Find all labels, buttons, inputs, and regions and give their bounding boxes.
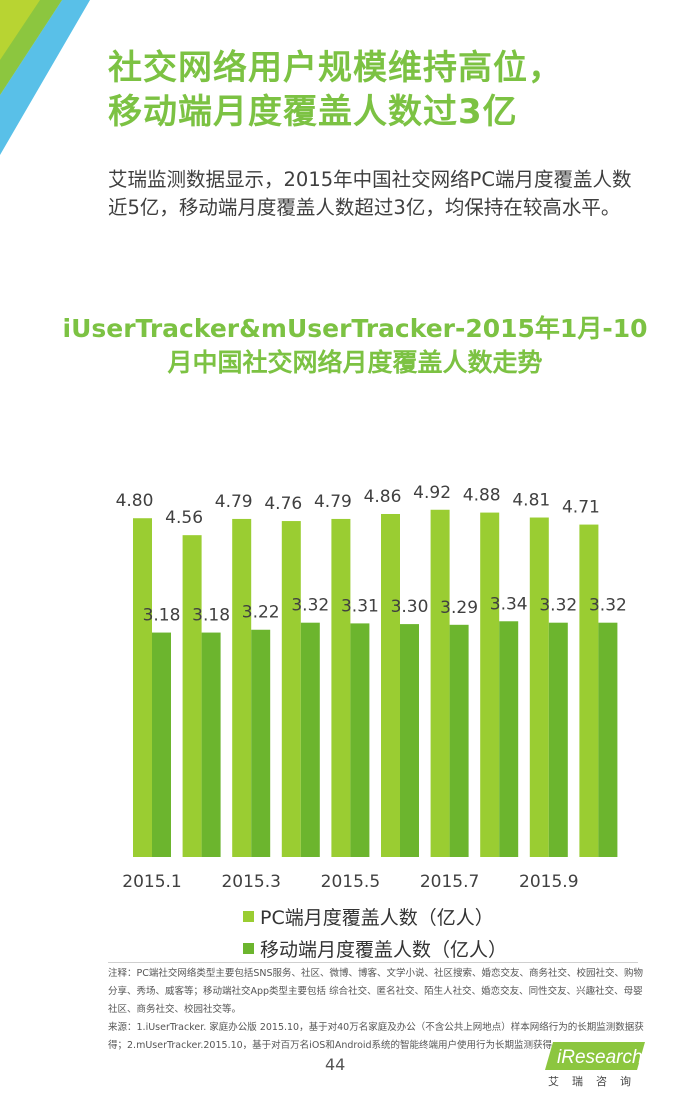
x-tick-label-2015.7: 2015.7 bbox=[420, 872, 479, 892]
pc-bar-2015.4 bbox=[281, 521, 301, 857]
pc-value-label-2015.7: 4.92 bbox=[413, 483, 451, 503]
pc-bar-2015.1 bbox=[133, 518, 152, 857]
mobile-bar-2015.5 bbox=[350, 623, 370, 857]
mobile-bar-2015.7 bbox=[449, 624, 469, 857]
pc-bar-2015.2 bbox=[182, 535, 202, 857]
mobile-value-label-2015.6: 3.30 bbox=[391, 597, 429, 617]
page-headline: 社交网络用户规模维持高位， 移动端月度覆盖人数过3亿 bbox=[108, 46, 563, 134]
mobile-bar-2015.4 bbox=[300, 622, 320, 857]
corner-decoration bbox=[0, 0, 90, 155]
intro-text: 艾瑞监测数据显示，2015年中国社交网络PC端月度覆盖人数近5亿，移动端月度覆盖… bbox=[108, 168, 632, 219]
mobile-value-label-2015.2: 3.18 bbox=[192, 606, 230, 626]
legend-label-mobile: 移动端月度覆盖人数（亿人） bbox=[260, 938, 508, 961]
footnote-note: 注释：PC端社交网络类型主要包括SNS服务、社区、微博、博客、文学小说、社区搜索… bbox=[108, 968, 644, 1015]
pc-bar-2015.7 bbox=[430, 509, 450, 857]
footnote-divider bbox=[108, 962, 638, 963]
legend-swatch-mobile bbox=[243, 942, 254, 954]
logo-subtitle: 艾瑞咨询 bbox=[548, 1075, 644, 1088]
x-tick-label-2015.1: 2015.1 bbox=[122, 872, 181, 892]
mobile-value-label-2015.10: 3.32 bbox=[589, 596, 627, 616]
mobile-value-label-2015.8: 3.34 bbox=[490, 594, 528, 614]
pc-value-label-2015.5: 4.79 bbox=[314, 492, 352, 512]
pc-value-label-2015.9: 4.81 bbox=[512, 491, 550, 511]
x-tick-label-2015.5: 2015.5 bbox=[321, 872, 380, 892]
footnote: 注释：PC端社交网络类型主要包括SNS服务、社区、微博、博客、文学小说、社区搜索… bbox=[108, 965, 648, 1055]
x-tick-label-2015.9: 2015.9 bbox=[519, 872, 578, 892]
pc-value-label-2015.10: 4.71 bbox=[562, 498, 600, 518]
pc-bar-2015.9 bbox=[529, 517, 549, 857]
pc-value-label-2015.6: 4.86 bbox=[364, 487, 402, 507]
mobile-bar-2015.9 bbox=[548, 622, 568, 857]
bar-chart: 4.80 4.56 4.79 4.76 4.79 4.86 4.92 4.88 4.81 4.71… bbox=[116, 483, 627, 892]
x-tick-label-2015.3: 2015.3 bbox=[221, 872, 280, 892]
legend-label-pc: PC端月度覆盖人数（亿人） bbox=[260, 906, 494, 929]
legend-item-pc: PC端月度覆盖人数（亿人） bbox=[243, 900, 507, 932]
pc-bar-2015.6 bbox=[381, 513, 400, 857]
pc-value-label-2015.2: 4.56 bbox=[165, 508, 203, 528]
page-number: 44 bbox=[325, 1055, 346, 1074]
headline-line-2: 移动端月度覆盖人数过3亿 bbox=[108, 92, 518, 132]
pc-bar-2015.5 bbox=[331, 518, 351, 857]
chart-title: iUserTracker&mUserTracker-2015年1月-10月中国社… bbox=[62, 314, 648, 377]
mobile-bar-2015.2 bbox=[201, 632, 221, 857]
mobile-value-label-2015.7: 3.29 bbox=[440, 598, 478, 618]
logo-brand: iResearch bbox=[557, 1047, 643, 1068]
mobile-bar-2015.8 bbox=[499, 621, 519, 857]
pc-value-label-2015.4: 4.76 bbox=[264, 494, 302, 514]
pc-bar-2015.10 bbox=[579, 524, 599, 857]
pc-value-label-2015.8: 4.88 bbox=[463, 486, 501, 506]
footnote-source: 来源：1.iUserTracker. 家庭办公版 2015.10，基于对40万名… bbox=[108, 1022, 644, 1051]
chart-legend: PC端月度覆盖人数（亿人） 移动端月度覆盖人数（亿人） bbox=[243, 900, 507, 964]
iresearch-logo: iResearch bbox=[545, 1042, 645, 1070]
mobile-value-label-2015.4: 3.32 bbox=[291, 596, 329, 616]
mobile-bar-2015.6 bbox=[400, 624, 419, 857]
mobile-value-label-2015.9: 3.32 bbox=[539, 596, 577, 616]
mobile-bar-2015.1 bbox=[152, 632, 171, 857]
mobile-value-label-2015.5: 3.31 bbox=[341, 596, 379, 616]
pc-value-label-2015.3: 4.79 bbox=[215, 492, 253, 512]
headline-line-1: 社交网络用户规模维持高位， bbox=[108, 48, 563, 88]
pc-value-label-2015.1: 4.80 bbox=[116, 491, 154, 511]
mobile-bar-2015.10 bbox=[598, 622, 618, 857]
legend-item-mobile: 移动端月度覆盖人数（亿人） bbox=[243, 932, 507, 964]
pc-bar-2015.3 bbox=[232, 518, 252, 857]
mobile-bar-2015.3 bbox=[251, 629, 271, 857]
pc-bar-2015.8 bbox=[480, 512, 500, 857]
legend-swatch-pc bbox=[243, 910, 254, 922]
mobile-value-label-2015.1: 3.18 bbox=[143, 606, 181, 626]
mobile-value-label-2015.3: 3.22 bbox=[242, 603, 280, 623]
